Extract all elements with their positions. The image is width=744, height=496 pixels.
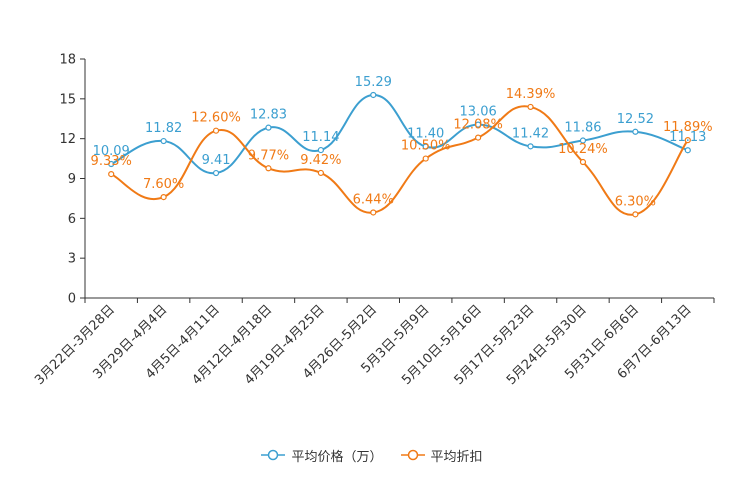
data-label: 9.41 — [202, 153, 231, 168]
data-label: 11.40 — [407, 127, 444, 142]
data-label: 12.52 — [617, 112, 654, 127]
data-point[interactable] — [108, 171, 115, 178]
data-label: 14.39% — [506, 87, 556, 102]
y-tick-label: 12 — [59, 132, 76, 147]
data-label: 10.24% — [558, 142, 608, 157]
y-tick-label: 0 — [68, 292, 76, 307]
data-point[interactable] — [160, 137, 167, 145]
data-point[interactable] — [527, 143, 534, 150]
series-layer — [108, 91, 691, 218]
data-label: 11.14 — [302, 130, 339, 145]
data-point[interactable] — [684, 137, 691, 144]
y-axis: 0 3 6 9 12 15 18 — [59, 53, 86, 307]
data-point[interactable] — [370, 209, 377, 216]
legend-price-marker-icon — [261, 449, 286, 461]
data-label: 10.50% — [401, 139, 451, 154]
y-tick-label: 18 — [59, 53, 76, 68]
data-label: 6.44% — [353, 192, 394, 207]
data-label: 9.42% — [300, 153, 341, 168]
data-point[interactable] — [317, 169, 324, 177]
y-tick-label: 6 — [68, 212, 76, 227]
data-point[interactable] — [422, 143, 429, 150]
y-tick-label: 3 — [68, 252, 76, 267]
data-point[interactable] — [108, 160, 115, 168]
data-label: 9.33% — [91, 154, 132, 169]
legend-discount-marker-icon — [400, 449, 425, 461]
data-label: 7.60% — [143, 177, 184, 192]
legend-item-price[interactable]: 平均价格（万） — [261, 446, 383, 465]
data-point[interactable] — [475, 121, 482, 128]
data-point[interactable] — [160, 193, 167, 201]
data-label: 6.30% — [615, 194, 656, 209]
data-point[interactable] — [475, 134, 482, 141]
data-point[interactable] — [265, 124, 272, 131]
data-label: 11.86 — [564, 121, 601, 136]
data-label: 10.09 — [93, 144, 130, 159]
series-line-1 — [110, 105, 689, 216]
data-label: 13.06 — [460, 105, 497, 120]
y-tick-label: 15 — [59, 92, 76, 107]
data-label: 12.60% — [191, 111, 241, 126]
data-point[interactable] — [370, 91, 377, 99]
legend-item-discount[interactable]: 平均折扣 — [400, 446, 483, 465]
x-axis: 3月22日-3月28日3月29日-4月4日4月5日-4月11日4月12日-4月1… — [32, 297, 715, 388]
data-point[interactable] — [632, 211, 639, 218]
data-point[interactable] — [212, 169, 220, 177]
data-point[interactable] — [579, 137, 587, 144]
data-point[interactable] — [579, 158, 587, 166]
data-labels: 10.0911.829.4112.8311.1415.2911.4013.061… — [91, 75, 713, 209]
data-point[interactable] — [527, 103, 534, 111]
data-label: 11.82 — [145, 121, 182, 136]
data-point[interactable] — [422, 155, 429, 162]
data-point[interactable] — [632, 128, 639, 135]
legend-price-label: 平均价格（万） — [291, 449, 383, 465]
data-point[interactable] — [684, 147, 691, 154]
legend-discount-label: 平均折扣 — [430, 449, 483, 465]
data-label: 12.83 — [250, 108, 287, 123]
data-label: 11.89% — [663, 120, 713, 135]
data-label: 11.13 — [669, 130, 706, 145]
data-point[interactable] — [212, 127, 220, 134]
data-label: 12.08% — [453, 118, 503, 133]
data-point[interactable] — [317, 146, 324, 154]
data-label: 11.42 — [512, 126, 549, 141]
data-label: 9.77% — [248, 148, 289, 163]
data-label: 15.29 — [355, 75, 392, 90]
y-tick-label: 9 — [68, 172, 76, 187]
legend: 平均价格（万） 平均折扣 — [0, 446, 744, 465]
data-point[interactable] — [265, 165, 272, 172]
